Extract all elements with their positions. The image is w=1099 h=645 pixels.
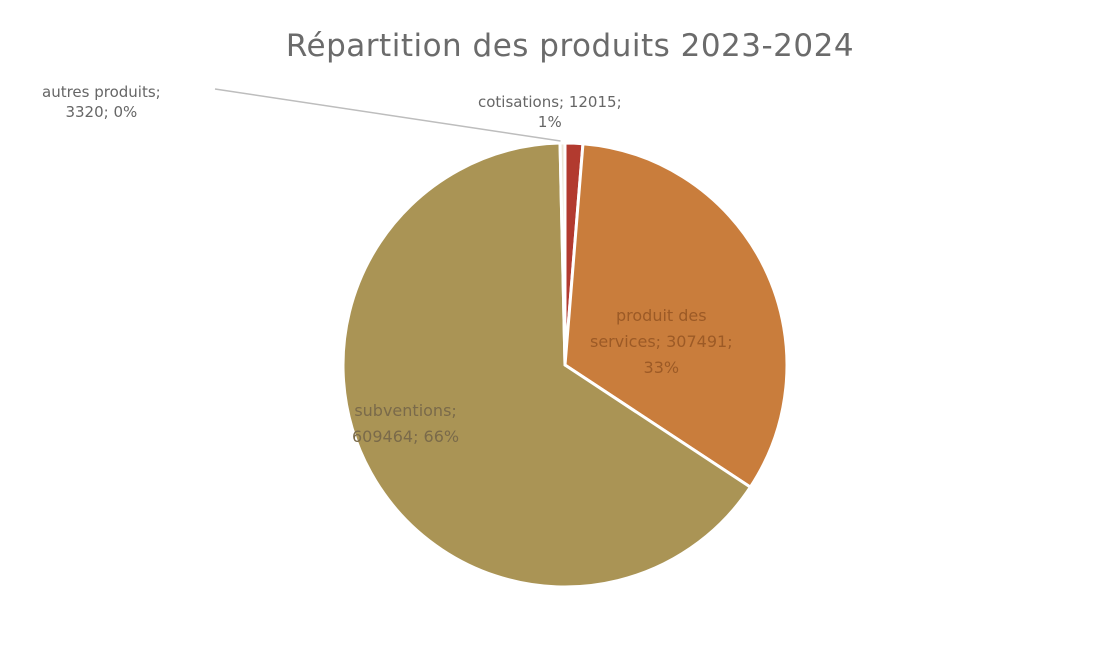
data-label-line: produit des [615, 306, 707, 325]
pie-slice-subventions [341, 141, 752, 589]
data-label-line: subventions; [354, 401, 457, 420]
chart-title: Répartition des produits 2023-2024 [285, 28, 855, 64]
data-label-line: 609464; 66% [352, 427, 460, 446]
data-label-line: services; 307491; [590, 332, 733, 351]
leader-line-autres-produits [214, 88, 561, 142]
data-label-cotisations: cotisations; 12015; 1% [478, 92, 622, 132]
pie-slice-autres-produits [558, 141, 567, 367]
data-label-line: cotisations; 12015; [478, 93, 622, 111]
data-label-line: 3320; 0% [65, 103, 138, 121]
data-label-autres-produits: autres produits; 3320; 0% [42, 82, 161, 122]
data-label-produit-des-services: produit des services; 307491; 33% [590, 303, 733, 381]
data-label-line: 1% [537, 113, 562, 131]
data-label-line: autres produits; [42, 83, 161, 101]
data-label-subventions: subventions; 609464; 66% [352, 398, 459, 450]
data-label-line: 33% [643, 358, 680, 377]
